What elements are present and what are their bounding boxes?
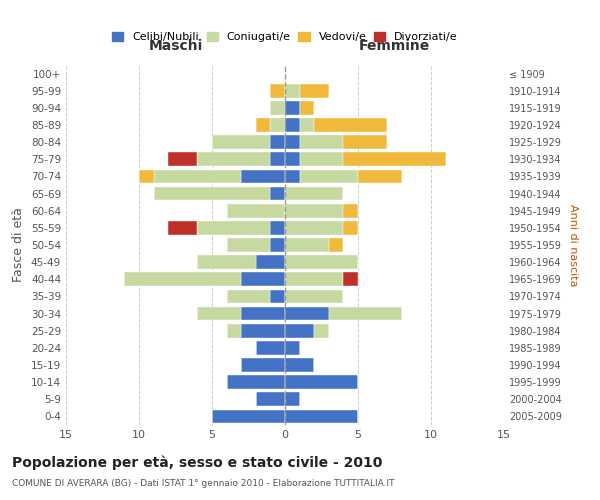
Bar [227,204,285,218]
Bar [168,152,197,166]
Bar [329,306,402,320]
Bar [343,272,358,286]
Bar [271,221,285,234]
Bar [285,84,299,98]
Bar [285,290,343,304]
Bar [285,238,329,252]
Bar [285,392,299,406]
Bar [271,238,285,252]
Bar [343,204,358,218]
Bar [241,306,285,320]
Bar [314,118,387,132]
Bar [271,152,285,166]
Text: COMUNE DI AVERARA (BG) - Dati ISTAT 1° gennaio 2010 - Elaborazione TUTTITALIA.IT: COMUNE DI AVERARA (BG) - Dati ISTAT 1° g… [12,479,395,488]
Bar [285,186,343,200]
Bar [271,101,285,114]
Bar [197,306,241,320]
Bar [256,118,271,132]
Bar [271,118,285,132]
Bar [256,341,285,354]
Bar [285,152,299,166]
Bar [227,290,271,304]
Bar [124,272,241,286]
Bar [299,152,343,166]
Legend: Celibi/Nubili, Coniugati/e, Vedovi/e, Divorziati/e: Celibi/Nubili, Coniugati/e, Vedovi/e, Di… [108,28,462,46]
Bar [299,118,314,132]
Bar [271,136,285,149]
Bar [271,84,285,98]
Bar [212,136,271,149]
Bar [343,152,446,166]
Bar [285,358,314,372]
Bar [241,358,285,372]
Bar [285,170,299,183]
Bar [285,410,358,424]
Bar [168,221,197,234]
Bar [271,290,285,304]
Bar [314,324,329,338]
Bar [285,136,299,149]
Bar [241,170,285,183]
Bar [285,272,343,286]
Text: Femmine: Femmine [359,39,430,53]
Bar [241,272,285,286]
Bar [285,324,314,338]
Text: Maschi: Maschi [148,39,203,53]
Bar [197,221,271,234]
Bar [256,392,285,406]
Bar [197,256,256,269]
Y-axis label: Anni di nascita: Anni di nascita [568,204,578,286]
Bar [299,170,358,183]
Bar [227,238,271,252]
Bar [285,341,299,354]
Bar [285,306,329,320]
Bar [271,186,285,200]
Bar [154,186,271,200]
Bar [139,170,154,183]
Bar [299,136,343,149]
Bar [299,84,329,98]
Bar [227,324,241,338]
Bar [285,204,343,218]
Bar [154,170,241,183]
Bar [285,376,358,389]
Bar [343,136,387,149]
Bar [358,170,402,183]
Bar [197,152,271,166]
Bar [212,410,285,424]
Bar [241,324,285,338]
Bar [256,256,285,269]
Bar [285,101,299,114]
Bar [329,238,343,252]
Bar [285,221,343,234]
Bar [299,101,314,114]
Bar [227,376,285,389]
Bar [285,256,358,269]
Bar [285,118,299,132]
Bar [343,221,358,234]
Text: Popolazione per età, sesso e stato civile - 2010: Popolazione per età, sesso e stato civil… [12,455,382,469]
Y-axis label: Fasce di età: Fasce di età [13,208,25,282]
